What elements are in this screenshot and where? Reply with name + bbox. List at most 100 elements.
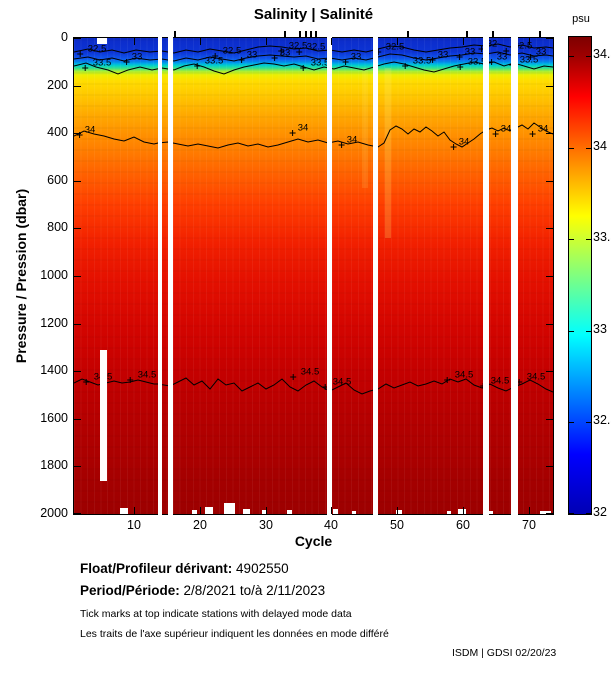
contour-label-anchor-cross (429, 57, 436, 63)
contour-label-33.5: 33.5 (413, 56, 432, 67)
float-id-value: 4902550 (236, 561, 289, 576)
contour-label-33: 33 (497, 52, 508, 63)
y-tick-label: 2000 (40, 506, 68, 520)
contour-label-33: 33 (536, 47, 547, 58)
delayed-mode-tick (174, 31, 176, 38)
period-value: 2/8/2021 to/à 2/11/2023 (183, 583, 326, 598)
page-title: Salinity | Salinité (253, 6, 374, 23)
contour-label-anchor-cross (450, 144, 457, 150)
y-axis-tick-right (546, 275, 553, 277)
contour-label-34: 34 (298, 123, 309, 134)
colorbar-tick (569, 55, 574, 57)
contour-label-33.5: 33.5 (468, 57, 487, 68)
x-axis-tick (462, 507, 464, 514)
colorbar-tick-label: 32 (593, 505, 607, 519)
shallow-profile-notch (333, 509, 338, 514)
y-tick-label: 1800 (40, 458, 68, 472)
delayed-mode-tick (539, 31, 541, 38)
shallow-profile-notch (243, 509, 250, 514)
contour-label-anchor-cross (83, 379, 90, 385)
contour-label-anchor-cross (300, 65, 307, 71)
contour-label-anchor-cross (296, 49, 303, 55)
y-tick-label: 0 (61, 30, 68, 44)
contour-label-anchor-cross (457, 64, 464, 70)
period-label: Period/Période: (80, 583, 180, 598)
period-line: Period/Période: 2/8/2021 to/à 2/11/2023 (80, 583, 325, 598)
contour-label-32.5: 32.5 (223, 46, 242, 57)
colorbar-tick (586, 512, 591, 514)
x-axis-tick-top (133, 38, 135, 45)
contour-label-33: 33 (465, 47, 476, 58)
x-tick-label: 30 (259, 518, 273, 532)
contour-label-anchor-cross (271, 55, 278, 61)
shallow-profile-notch (287, 510, 292, 514)
contour-label-32.5: 32.5 (514, 41, 533, 52)
y-tick-label: 1600 (40, 411, 68, 425)
contour-label-anchor-cross (82, 65, 89, 71)
contour-label-33.5: 33.5 (205, 56, 224, 67)
y-axis-tick (74, 323, 81, 325)
contour-label-anchor-cross (127, 377, 134, 383)
colorbar-tick-label: 33 (593, 322, 607, 336)
delayed-mode-tick (310, 31, 312, 38)
x-axis-tick (528, 507, 530, 514)
x-tick-label: 10 (127, 518, 141, 532)
contour-label-34: 34 (501, 124, 512, 135)
contour-label-anchor-cross (123, 59, 130, 65)
shallow-profile-notch (262, 510, 267, 514)
contour-label-anchor-cross (77, 51, 84, 57)
y-tick-label: 1200 (40, 316, 68, 330)
y-axis-tick (74, 418, 81, 420)
contour-label-33: 33 (438, 50, 449, 61)
contour-label-34.5: 34.5 (527, 372, 546, 383)
agency-credit: ISDM | GDSI 02/20/23 (452, 647, 557, 659)
y-axis-tick-right (546, 85, 553, 87)
delayed-mode-tick (407, 31, 409, 38)
field-mosaic-texture (74, 38, 553, 514)
shallow-profile-notch (489, 511, 493, 514)
delayed-mode-tick (492, 31, 494, 38)
contour-label-33.5: 33.5 (93, 58, 112, 69)
y-tick-label: 1000 (40, 268, 68, 282)
contour-line-34 (74, 122, 553, 149)
contour-label-33.5: 33.5 (311, 58, 330, 69)
shallow-profile-notch (540, 511, 551, 514)
missing-profile-gap (327, 37, 332, 515)
y-axis-tick (74, 37, 81, 39)
contour-label-anchor-cross (338, 142, 345, 148)
y-axis-tick (74, 275, 81, 277)
x-axis-tick-top (462, 38, 464, 45)
colorbar-tick (586, 330, 591, 332)
contour-label-32: 32 (487, 39, 498, 50)
contour-label-anchor-cross (503, 48, 510, 54)
colorbar-unit-label: psu (572, 13, 590, 25)
float-id-label: Float/Profileur dérivant: (80, 561, 233, 576)
contour-label-34.5: 34.5 (455, 370, 474, 381)
contour-label-anchor-cross (290, 374, 297, 380)
x-axis-tick-top (528, 38, 530, 45)
contour-label-anchor-cross (342, 59, 349, 65)
note-delayed-mode-fr: Les traits de l'axe supérieur indiquent … (80, 628, 389, 640)
y-tick-label: 400 (47, 125, 68, 139)
contour-label-anchor-cross (492, 131, 499, 137)
y-axis-tick-right (546, 37, 553, 39)
contour-label-anchor-cross (456, 54, 463, 60)
shallow-profile-notch (120, 508, 128, 514)
partial-missing-gap (99, 350, 107, 481)
x-axis-tick (265, 507, 267, 514)
x-tick-label: 60 (456, 518, 470, 532)
y-axis-tick-right (546, 465, 553, 467)
contour-label-33.5: 33.5 (520, 55, 539, 66)
x-tick-label: 20 (193, 518, 207, 532)
contour-label-anchor-cross (488, 59, 495, 65)
x-axis-tick-top (396, 38, 398, 45)
contour-label-34: 34 (459, 137, 470, 148)
contour-label-anchor-cross (194, 63, 201, 69)
delayed-mode-tick (284, 31, 286, 38)
shallow-profile-notch (205, 507, 213, 514)
x-axis-title: Cycle (294, 533, 333, 549)
contour-label-33: 33 (351, 52, 362, 63)
missing-profile-gap (167, 37, 173, 515)
contour-label-34.5: 34.5 (491, 376, 510, 387)
